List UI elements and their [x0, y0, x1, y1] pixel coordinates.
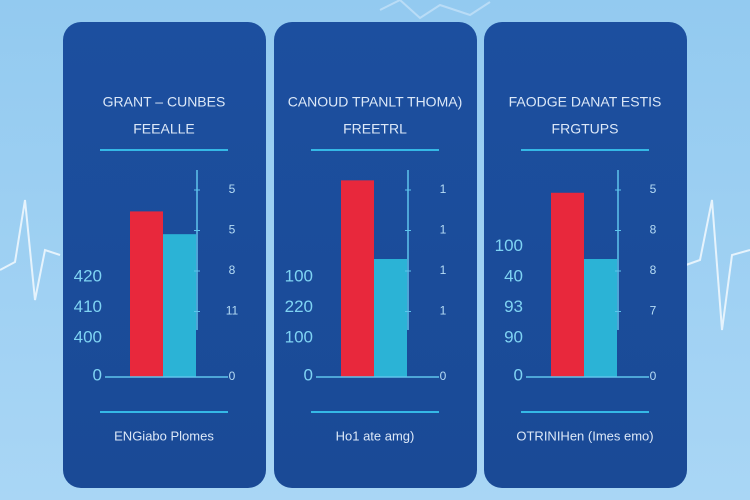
- right-label: 1: [440, 304, 447, 318]
- bar: [130, 211, 163, 377]
- right-label: 0: [440, 369, 447, 383]
- panel-title: CANOUD TPANLT THOMA): [288, 94, 463, 110]
- right-label: 1: [440, 182, 447, 196]
- left-label: 93: [504, 297, 523, 316]
- right-label: 1: [440, 223, 447, 237]
- panel-title: FAODGE DANAT ESTIS: [509, 94, 662, 110]
- left-label: 100: [495, 236, 523, 255]
- panel-subtitle: FRGTUPS: [552, 121, 619, 137]
- left-label: 40: [504, 266, 523, 285]
- bar: [374, 259, 407, 377]
- right-label: 8: [650, 223, 657, 237]
- panel-subtitle: FEEALLE: [133, 121, 194, 137]
- right-label: 5: [650, 182, 657, 196]
- right-label: 11: [226, 304, 239, 318]
- x-axis-label: OTRINIHen (Imes emo): [516, 428, 653, 443]
- bar: [584, 259, 617, 377]
- x-axis-label: Ho1 ate amg): [336, 428, 415, 443]
- x-axis-label: ENGiabo Plomes: [114, 428, 214, 443]
- left-label: 0: [304, 365, 313, 384]
- right-label: 5: [229, 182, 236, 196]
- left-label: 0: [514, 365, 523, 384]
- panel-title: GRANT – CUNBES: [103, 94, 226, 110]
- left-label: 420: [74, 266, 102, 285]
- left-label: 0: [93, 365, 102, 384]
- panel-subtitle: FREETRL: [343, 121, 407, 137]
- ekg-line: [685, 199, 750, 331]
- panel: [274, 22, 477, 488]
- bar: [341, 180, 374, 377]
- ekg-line: [0, 199, 61, 301]
- right-label: 8: [229, 263, 236, 277]
- left-label: 100: [285, 327, 313, 346]
- left-label: 100: [285, 266, 313, 285]
- right-label: 0: [229, 369, 236, 383]
- right-label: 1: [440, 263, 447, 277]
- bar: [551, 192, 584, 377]
- panels: GRANT – CUNBESFEEALLE4204104000558110ENG…: [63, 22, 687, 488]
- left-label: 90: [504, 327, 523, 346]
- right-label: 8: [650, 263, 657, 277]
- left-label: 410: [74, 297, 102, 316]
- bar: [163, 234, 196, 377]
- right-label: 7: [650, 304, 657, 318]
- right-label: 0: [650, 369, 657, 383]
- panel: [484, 22, 687, 488]
- right-label: 5: [229, 223, 236, 237]
- left-label: 220: [285, 297, 313, 316]
- ekg-line: [379, 0, 491, 20]
- left-label: 400: [74, 327, 102, 346]
